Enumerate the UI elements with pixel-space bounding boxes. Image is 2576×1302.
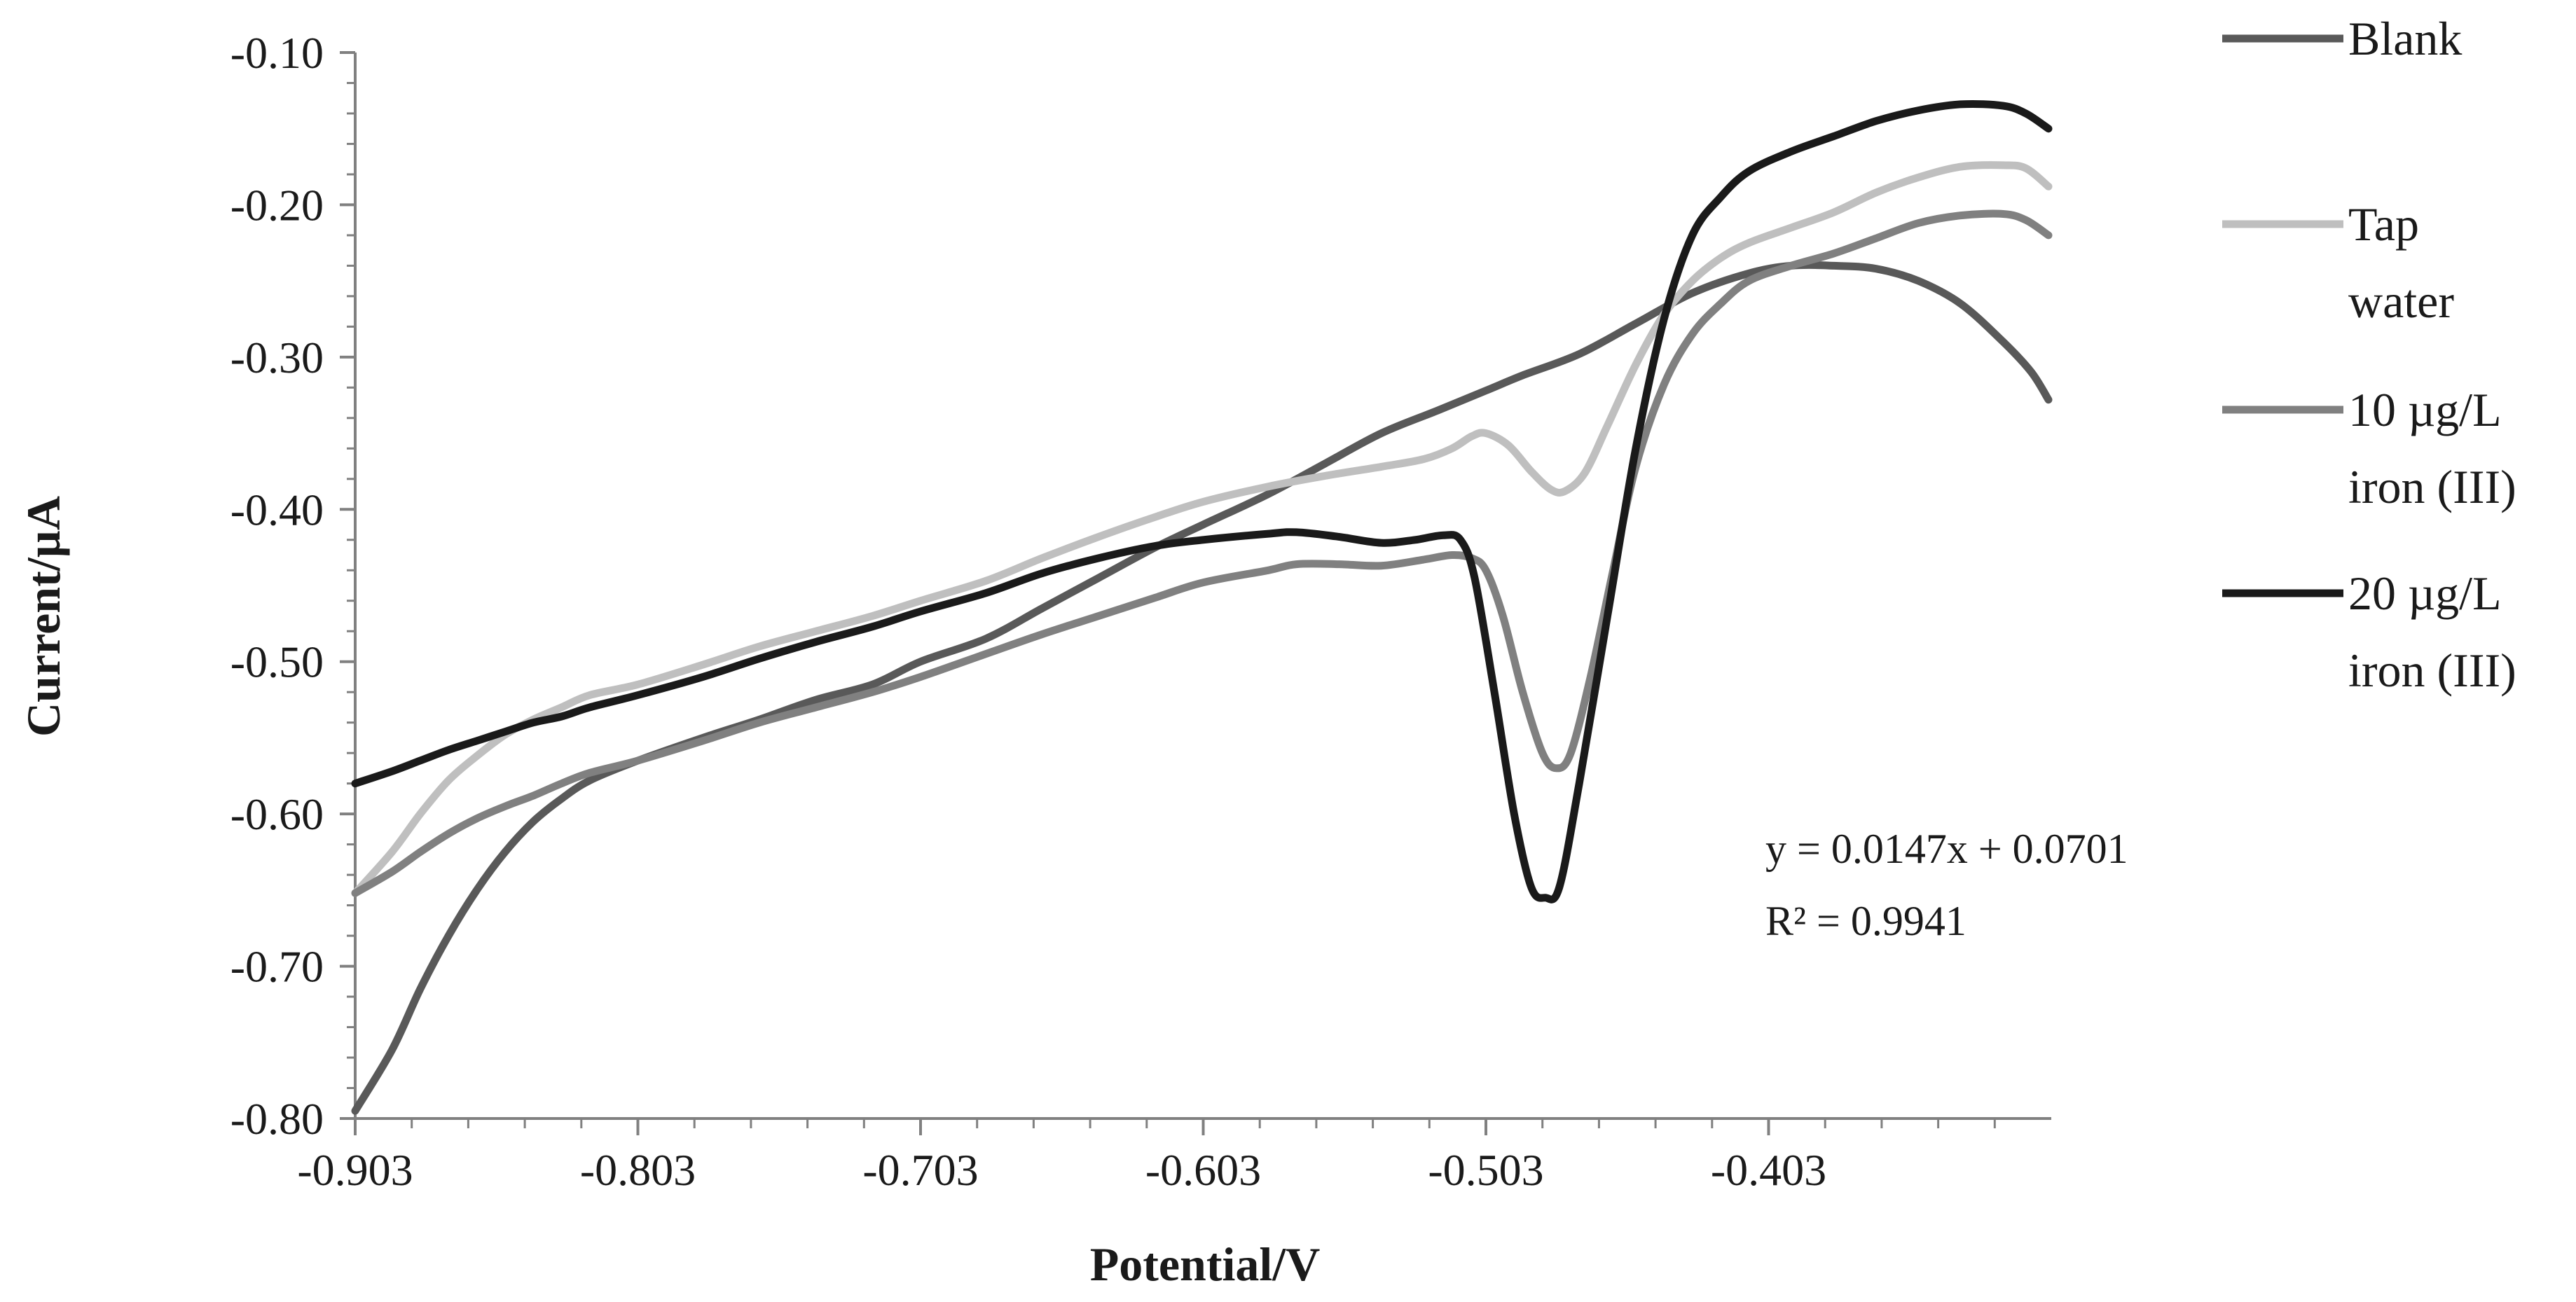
y-tick-label: -0.70 xyxy=(230,942,324,992)
x-tick-label: -0.903 xyxy=(297,1145,413,1195)
legend-label-3: 10 µg/L xyxy=(2348,383,2502,436)
legend-label-1: Blank xyxy=(2348,12,2462,65)
legend-label-2: Tap xyxy=(2348,198,2419,251)
y-tick-label: -0.60 xyxy=(230,789,324,839)
y-tick-label: -0.20 xyxy=(230,180,324,230)
x-tick-label: -0.703 xyxy=(862,1145,978,1195)
y-tick-label: -0.80 xyxy=(230,1094,324,1144)
y-tick-label: -0.40 xyxy=(230,485,324,534)
legend-label-2: water xyxy=(2348,275,2454,328)
series-line-3 xyxy=(351,209,2053,897)
x-tick-label: -0.503 xyxy=(1428,1145,1543,1195)
ticks: -0.10 -0.20 -0.30 -0.40 -0.50 -0.60 -0.70 -0.80… xyxy=(230,28,1996,1195)
r-squared-value: R² = 0.9941 xyxy=(1765,898,1967,944)
trendline-equation: y = 0.0147x + 0.0701 xyxy=(1765,826,2128,872)
series-lines xyxy=(351,99,2053,1115)
y-axis-title: Current/µA xyxy=(17,496,70,737)
y-tick-label: -0.30 xyxy=(230,333,324,382)
legend-label-4: iron (III) xyxy=(2348,644,2516,697)
x-axis-title: Potential/V xyxy=(1090,1238,1321,1291)
series-line-4 xyxy=(351,99,2053,903)
legend: Blank Tap water 10 µg/L iron (III) 20 µg/L iro… xyxy=(2222,12,2516,697)
x-tick-label: -0.803 xyxy=(580,1145,696,1195)
x-tick-label: -0.603 xyxy=(1145,1145,1261,1195)
y-tick-label: -0.10 xyxy=(230,28,324,78)
x-tick-label: -0.403 xyxy=(1711,1145,1826,1195)
y-tick-label: -0.50 xyxy=(230,637,324,687)
legend-label-4: 20 µg/L xyxy=(2348,567,2502,620)
legend-label-3: iron (III) xyxy=(2348,460,2516,513)
series-line-2 xyxy=(351,161,2053,897)
